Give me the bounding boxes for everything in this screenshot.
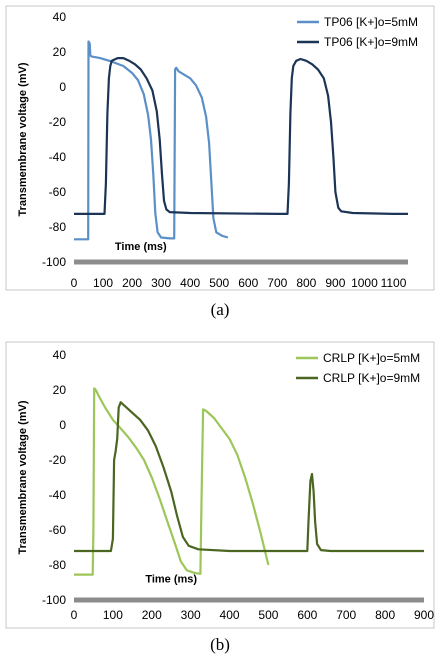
y-tick-label: -20 [49,453,67,467]
x-tick-label: 300 [151,276,171,290]
chart-panel-b: -100 -80 -60 -40 -20 0 20 40 0 100 200 300 400 500 600… [0,338,440,665]
y-tick-label: 0 [59,80,66,94]
x-tick-label: 0 [71,276,78,290]
x-tick-label: 300 [181,608,201,622]
x-tick-label: 900 [414,608,434,622]
x-tick-label: 1000 [351,276,378,290]
legend-label-2: CRLP [K+]o=9mM [323,371,420,385]
chart-frame [5,341,435,629]
y-tick-label: -40 [49,150,67,164]
y-tick-label: -60 [49,523,67,537]
caption-b: (b) [210,635,230,654]
x-tick-label: 200 [142,608,162,622]
x-tick-label: 800 [375,608,395,622]
chart-frame [5,5,435,291]
x-tick-label: 500 [258,608,278,622]
x-tick-label: 500 [209,276,229,290]
x-tick-label: 400 [180,276,200,290]
y-tick-label: 20 [53,45,67,59]
x-tick-label: 800 [296,276,316,290]
x-tick-label: 600 [238,276,258,290]
y-tick-label: -80 [49,220,67,234]
x-tick-label: 700 [336,608,356,622]
y-tick-label: -60 [49,185,67,199]
y-tick-label: 20 [53,383,67,397]
series-line-1 [74,40,229,241]
series-line-2 [74,57,408,215]
y-axis-label: Transmembrane voltage (mV) [17,400,29,554]
x-tick-label: 700 [267,276,287,290]
x-tick-label: 100 [103,608,123,622]
x-tick-label: 200 [122,276,142,290]
x-tick-label: 400 [220,608,240,622]
y-tick-label: -100 [42,255,66,269]
legend-label-2: TP06 [K+]o=9mM [324,35,418,49]
y-tick-label: 0 [59,418,66,432]
x-tick-label: 1100 [381,276,407,290]
legend-label-1: CRLP [K+]o=5mM [323,351,420,365]
legend-label-1: TP06 [K+]o=5mM [324,15,418,29]
legend: TP06 [K+]o=5mM TP06 [K+]o=9mM [297,15,418,49]
y-tick-label: -80 [49,558,67,572]
legend: CRLP [K+]o=5mM CRLP [K+]o=9mM [296,351,420,385]
x-tick-label: 0 [71,608,78,622]
chart-panel-a: -100 -80 -60 -40 -20 0 20 40 0 100 200 300 400 500 600… [0,0,440,330]
y-tick-label: -40 [49,488,67,502]
series-line-1 [74,387,270,576]
y-tick-label: -100 [42,593,66,607]
y-tick-label: -20 [49,115,67,129]
y-axis-label: Transmembrane voltage (mV) [17,62,29,216]
x-tick-label: 600 [297,608,317,622]
x-tick-label: 900 [325,276,345,290]
series-line-2 [74,401,424,553]
x-axis-label: Time (ms) [145,574,197,586]
y-tick-label: 40 [53,10,67,24]
y-tick-label: 40 [53,348,67,362]
x-axis-label: Time (ms) [115,241,167,253]
x-tick-label: 100 [93,276,113,290]
caption-a: (a) [210,300,230,319]
